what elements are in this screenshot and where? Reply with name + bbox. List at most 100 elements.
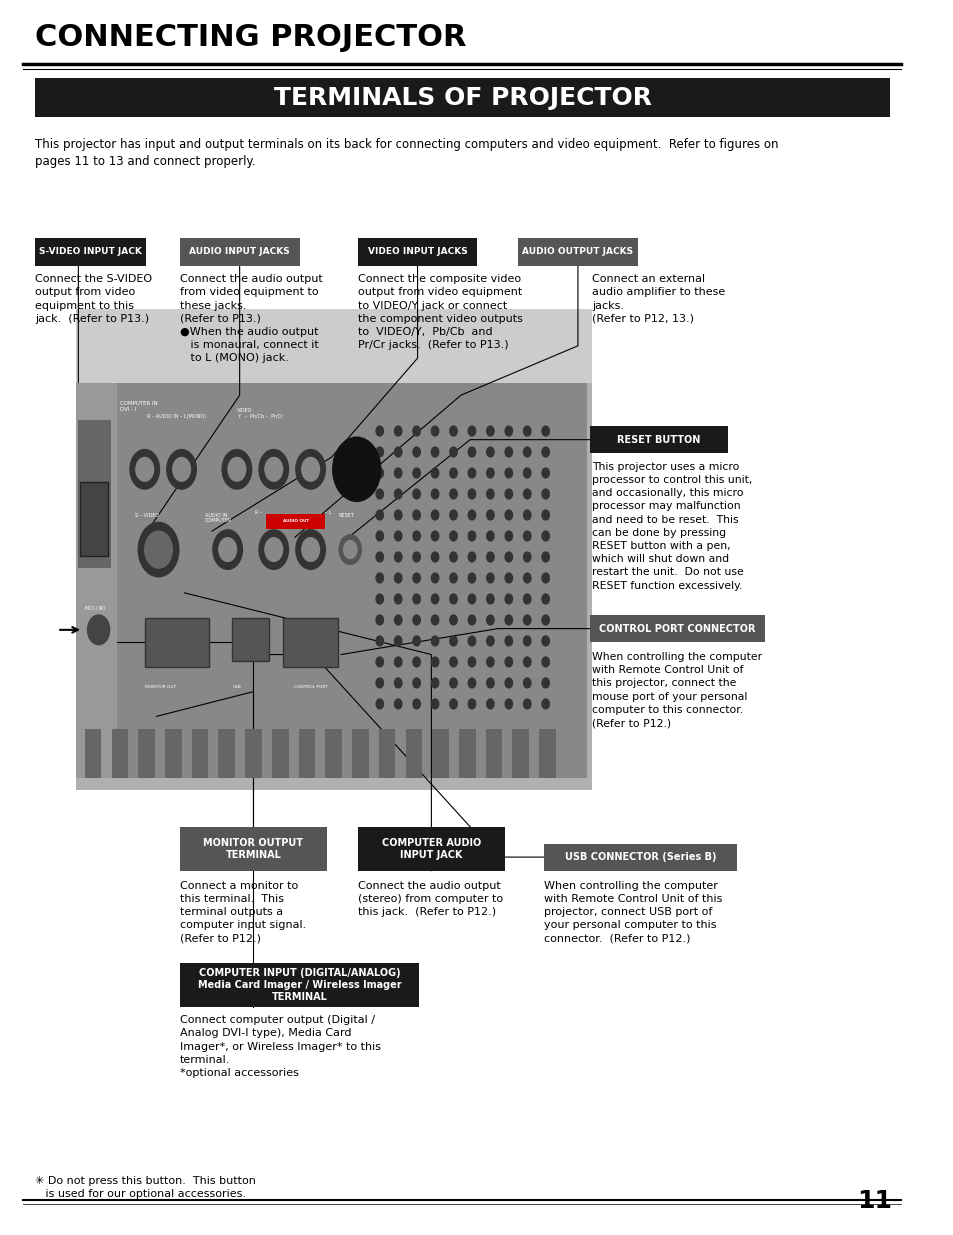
Circle shape <box>486 573 494 583</box>
Text: R – AUDIO IN – L(MONO): R – AUDIO IN – L(MONO) <box>148 414 206 419</box>
Text: VIDEO
Y   –  Pb/Cb –  Pr/Cr: VIDEO Y – Pb/Cb – Pr/Cr <box>236 408 283 419</box>
Circle shape <box>486 636 494 646</box>
Text: AUDIO IN
COMPUTER: AUDIO IN COMPUTER <box>204 513 232 524</box>
Circle shape <box>541 615 549 625</box>
Circle shape <box>413 489 420 499</box>
Circle shape <box>413 699 420 709</box>
FancyBboxPatch shape <box>298 729 314 778</box>
FancyBboxPatch shape <box>538 729 556 778</box>
Circle shape <box>431 468 438 478</box>
Text: COMPUTER AUDIO
INPUT JACK: COMPUTER AUDIO INPUT JACK <box>381 837 480 861</box>
Circle shape <box>295 450 325 489</box>
Circle shape <box>504 426 512 436</box>
Circle shape <box>450 636 456 646</box>
Circle shape <box>259 530 288 569</box>
Text: MONITOR OUTPUT
TERMINAL: MONITOR OUTPUT TERMINAL <box>203 837 303 861</box>
Circle shape <box>450 468 456 478</box>
Circle shape <box>431 636 438 646</box>
Circle shape <box>395 489 401 499</box>
Circle shape <box>486 510 494 520</box>
Circle shape <box>413 636 420 646</box>
Text: VIDEO INPUT JACKS: VIDEO INPUT JACKS <box>367 247 467 257</box>
Circle shape <box>431 510 438 520</box>
Circle shape <box>541 594 549 604</box>
Circle shape <box>486 426 494 436</box>
Circle shape <box>504 552 512 562</box>
Circle shape <box>413 552 420 562</box>
Circle shape <box>431 657 438 667</box>
Circle shape <box>375 489 383 499</box>
Circle shape <box>486 447 494 457</box>
Circle shape <box>395 552 401 562</box>
Circle shape <box>486 531 494 541</box>
Text: 11: 11 <box>857 1189 891 1213</box>
Circle shape <box>431 426 438 436</box>
Circle shape <box>450 699 456 709</box>
FancyBboxPatch shape <box>218 729 234 778</box>
Circle shape <box>413 573 420 583</box>
Circle shape <box>468 489 476 499</box>
FancyBboxPatch shape <box>75 309 591 383</box>
Text: AUDIO OUTPUT JACKS: AUDIO OUTPUT JACKS <box>522 247 633 257</box>
Circle shape <box>450 489 456 499</box>
Text: RESET BUTTON: RESET BUTTON <box>617 435 700 445</box>
Circle shape <box>523 489 531 499</box>
FancyBboxPatch shape <box>357 238 476 266</box>
Circle shape <box>375 531 383 541</box>
FancyBboxPatch shape <box>165 729 181 778</box>
Circle shape <box>218 537 236 562</box>
Circle shape <box>486 699 494 709</box>
Circle shape <box>375 657 383 667</box>
Circle shape <box>468 531 476 541</box>
FancyBboxPatch shape <box>272 729 288 778</box>
Circle shape <box>504 594 512 604</box>
Circle shape <box>523 573 531 583</box>
Circle shape <box>486 552 494 562</box>
Circle shape <box>375 615 383 625</box>
FancyBboxPatch shape <box>283 618 338 667</box>
Circle shape <box>431 678 438 688</box>
Circle shape <box>486 657 494 667</box>
FancyBboxPatch shape <box>138 729 154 778</box>
Circle shape <box>541 489 549 499</box>
FancyBboxPatch shape <box>370 408 573 716</box>
Circle shape <box>541 531 549 541</box>
Circle shape <box>450 594 456 604</box>
Circle shape <box>468 657 476 667</box>
Text: Connect a monitor to
this terminal.  This
terminal outputs a
computer input sign: Connect a monitor to this terminal. This… <box>179 881 306 944</box>
Circle shape <box>431 552 438 562</box>
FancyBboxPatch shape <box>245 729 261 778</box>
Text: S – VIDEO: S – VIDEO <box>135 513 159 517</box>
Text: When controlling the computer
with Remote Control Unit of
this projector, connec: When controlling the computer with Remot… <box>591 652 761 729</box>
FancyBboxPatch shape <box>179 963 419 1007</box>
FancyBboxPatch shape <box>179 238 299 266</box>
Circle shape <box>339 535 361 564</box>
FancyBboxPatch shape <box>112 729 128 778</box>
Circle shape <box>468 552 476 562</box>
Text: Connect the audio output
(stereo) from computer to
this jack.  (Refer to P12.): Connect the audio output (stereo) from c… <box>357 881 502 916</box>
FancyBboxPatch shape <box>35 78 889 117</box>
FancyBboxPatch shape <box>512 729 529 778</box>
Text: Connect an external
audio amplifier to these
jacks.
(Refer to P12, 13.): Connect an external audio amplifier to t… <box>591 274 724 324</box>
Circle shape <box>431 594 438 604</box>
Circle shape <box>259 450 288 489</box>
FancyBboxPatch shape <box>145 618 209 667</box>
FancyBboxPatch shape <box>78 420 111 568</box>
Text: Connect the audio output
from video equipment to
these jacks.
(Refer to P13.)
●W: Connect the audio output from video equi… <box>179 274 322 363</box>
Circle shape <box>375 678 383 688</box>
Circle shape <box>504 573 512 583</box>
Circle shape <box>301 537 319 562</box>
Text: This projector uses a micro
processor to control this unit,
and occasionally, th: This projector uses a micro processor to… <box>591 462 751 590</box>
FancyBboxPatch shape <box>80 482 108 556</box>
Circle shape <box>222 450 252 489</box>
Circle shape <box>431 531 438 541</box>
Circle shape <box>523 447 531 457</box>
Circle shape <box>395 531 401 541</box>
FancyBboxPatch shape <box>192 729 208 778</box>
Circle shape <box>431 489 438 499</box>
FancyBboxPatch shape <box>352 729 368 778</box>
FancyBboxPatch shape <box>266 514 325 529</box>
Circle shape <box>413 426 420 436</box>
Circle shape <box>468 615 476 625</box>
Text: COMPUTER INPUT (DIGITAL/ANALOG)
Media Card Imager / Wireless Imager
TERMINAL: COMPUTER INPUT (DIGITAL/ANALOG) Media Ca… <box>197 967 401 1003</box>
